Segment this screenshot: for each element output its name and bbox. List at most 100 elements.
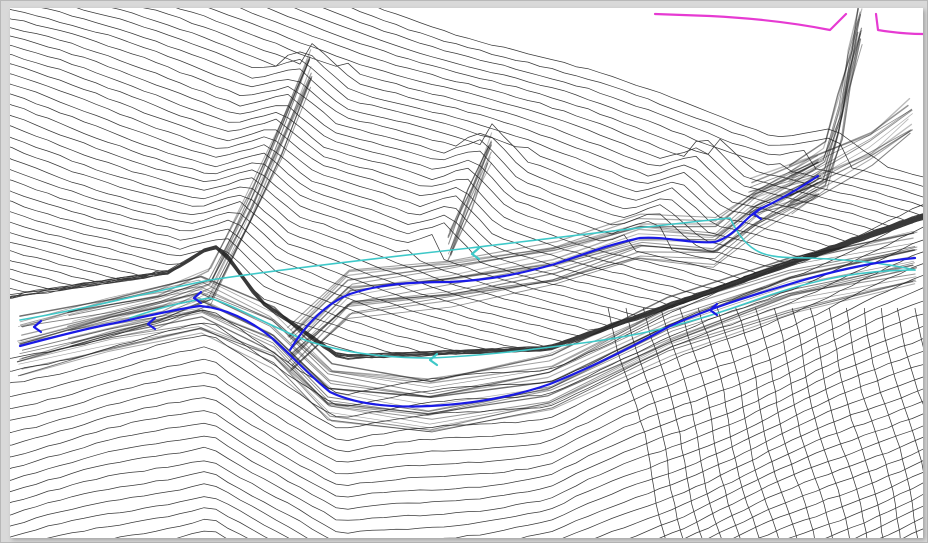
contour-line	[697, 307, 760, 538]
contour-line	[114, 413, 923, 538]
valley-contour-line	[72, 59, 308, 322]
valley-contour-line	[788, 8, 863, 174]
chevron-left-icon	[32, 319, 43, 334]
property-boundary-line[interactable]	[653, 12, 923, 36]
contour-line	[10, 216, 923, 357]
contour-line	[239, 8, 923, 224]
valley-contour-line	[289, 193, 819, 372]
valley-contour-line	[751, 113, 913, 195]
valley-contour-line	[17, 280, 914, 433]
valley-contour-line	[291, 175, 820, 348]
valley-contour-line	[17, 242, 914, 388]
valley-contour-line	[747, 118, 909, 197]
contour-line	[625, 307, 684, 538]
valley-contour-line	[749, 131, 910, 214]
valley-contour-line	[67, 58, 310, 327]
flow-path-upper	[19, 217, 916, 321]
valley-contour-line	[21, 273, 916, 420]
contour-line	[757, 472, 923, 538]
map-canvas[interactable]	[10, 8, 923, 538]
valley-contour-line	[788, 14, 861, 182]
contour-line	[10, 338, 923, 521]
contour-line	[10, 364, 923, 538]
valley-contour-line	[289, 178, 819, 356]
valley-contour-line	[447, 162, 489, 261]
valley-contour-line	[19, 232, 915, 383]
valley-contour-line	[17, 276, 917, 425]
valley-contour-line	[749, 129, 912, 209]
drainage-channel-layer	[18, 174, 917, 408]
valley-contour-line	[69, 80, 310, 347]
valley-contour-line	[290, 182, 818, 358]
valley-contour-line	[70, 66, 312, 332]
valley-contour-line	[791, 44, 863, 215]
valley-contour-line	[291, 193, 817, 366]
boundary-line-layer	[653, 12, 923, 36]
valley-contour-line	[447, 146, 489, 255]
contour-line	[10, 8, 923, 259]
contour-line	[378, 8, 923, 178]
valley-contour-line	[450, 162, 492, 256]
contour-line	[10, 263, 923, 453]
valley-contour-line	[749, 132, 911, 216]
flow-path-lower	[129, 269, 916, 359]
chevron-left-icon	[708, 302, 719, 317]
contour-line	[10, 313, 923, 498]
contour-line	[10, 217, 923, 357]
valley-contour-line	[68, 57, 311, 317]
contour-line	[294, 8, 923, 207]
contour-lines-layer	[10, 8, 923, 538]
valley-contour-line	[21, 237, 914, 384]
contour-line	[809, 307, 868, 538]
contour-line	[607, 307, 666, 538]
contour-line	[10, 18, 923, 265]
chevron-left-icon	[146, 316, 157, 331]
contour-line	[111, 8, 923, 244]
main-channel[interactable]	[18, 256, 917, 408]
valley-contour-line	[71, 86, 311, 347]
valley-contour-line	[290, 178, 820, 357]
valley-contour-line	[19, 283, 916, 433]
valley-contour-line	[450, 156, 491, 254]
valley-contour-line	[748, 109, 913, 193]
valley-contour-line	[68, 72, 312, 331]
valley-contour-line	[16, 267, 917, 415]
valley-contour-line	[21, 279, 916, 431]
contour-line	[175, 8, 923, 232]
chevron-left-icon	[192, 290, 203, 305]
valley-contour-line	[289, 161, 819, 337]
valley-contour-line	[71, 76, 311, 331]
chevron-left-icon	[470, 246, 481, 261]
contour-line	[773, 307, 833, 538]
contour-line	[896, 307, 923, 405]
contour-line	[10, 218, 923, 360]
contour-line	[733, 460, 923, 538]
contour-line	[880, 307, 923, 472]
contour-line	[10, 376, 923, 538]
chevron-left-icon	[752, 206, 763, 221]
valley-contour-line	[291, 193, 820, 371]
valley-contour-line	[788, 11, 861, 177]
contour-line	[708, 448, 923, 538]
valley-contour-line	[290, 195, 817, 370]
valley-contour-line	[19, 230, 914, 382]
map-background	[10, 8, 923, 538]
contour-line	[863, 307, 918, 538]
valley-contour-line	[449, 151, 492, 256]
valley-contour-line	[290, 180, 817, 356]
contour-line	[679, 307, 741, 538]
contour-line	[208, 8, 923, 226]
contour-line	[41, 8, 923, 252]
upper-tributary-channel[interactable]	[288, 174, 820, 352]
flow-path-layer	[19, 217, 916, 359]
contour-line	[10, 350, 923, 534]
contour-line	[176, 425, 923, 538]
contour-line	[791, 307, 850, 538]
flow-arrow-layer	[32, 206, 763, 367]
contour-line	[76, 8, 923, 247]
contour-line	[10, 251, 923, 441]
contour-line	[10, 27, 923, 268]
contour-line	[10, 226, 923, 418]
contour-line	[266, 8, 923, 217]
